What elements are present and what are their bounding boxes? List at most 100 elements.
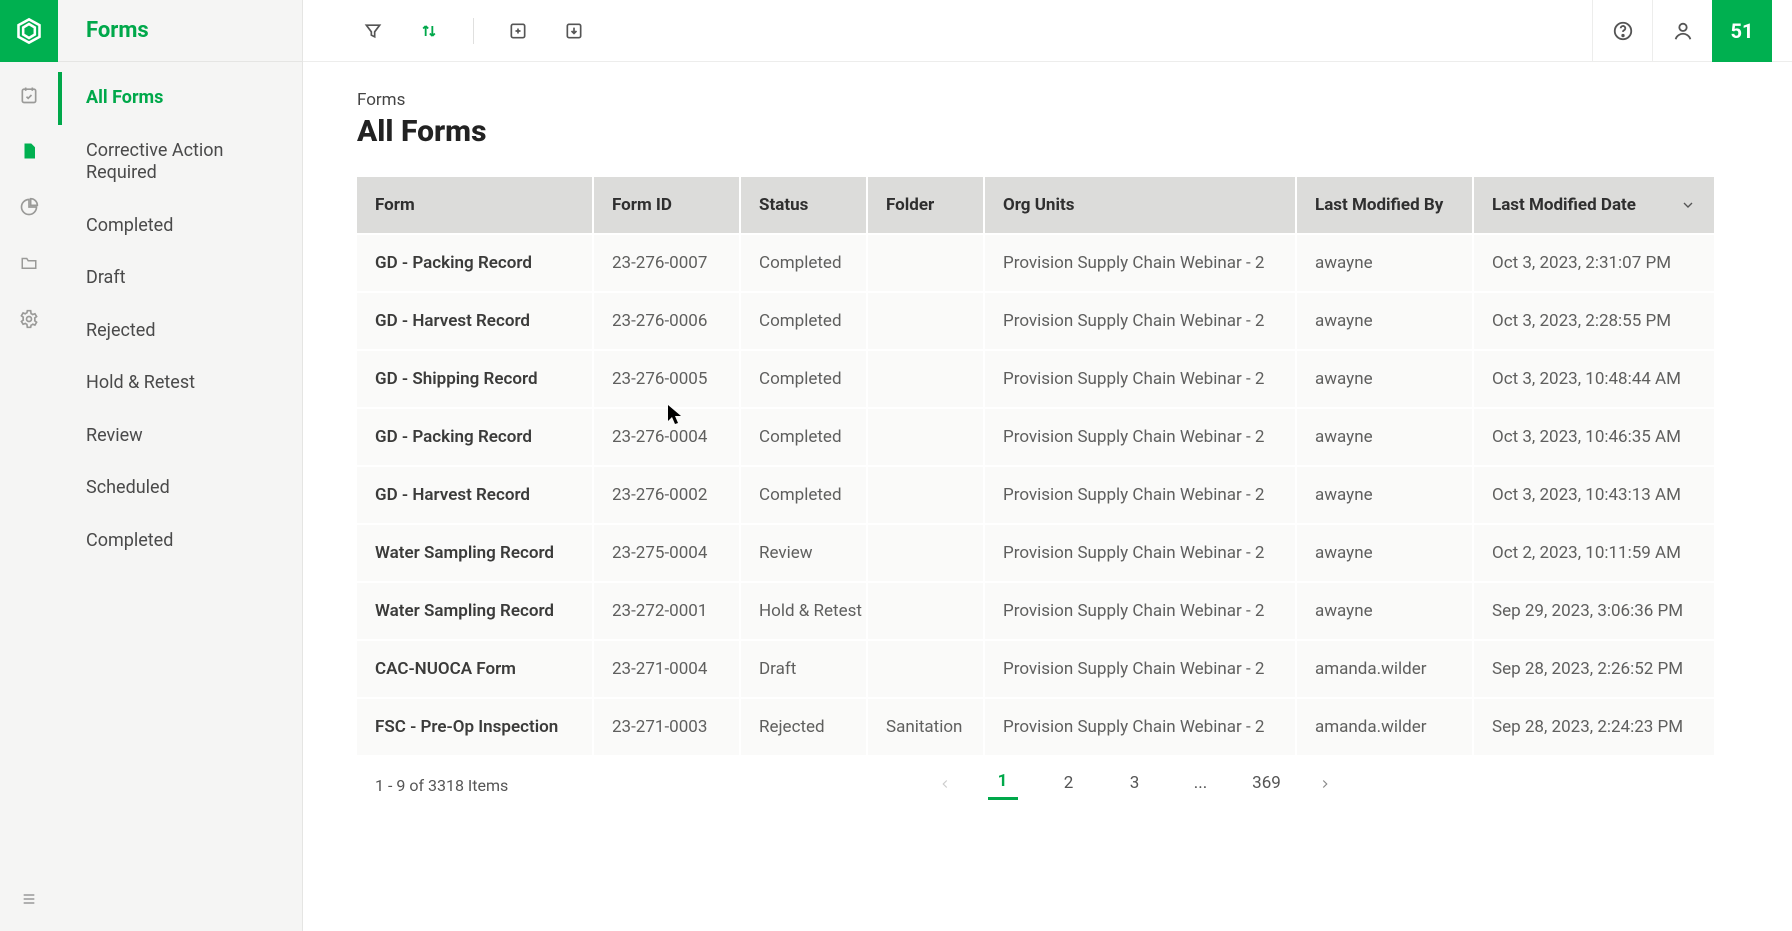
breadcrumb: Forms xyxy=(357,90,1732,110)
table-cell: Completed xyxy=(741,409,866,465)
table-cell xyxy=(868,467,983,523)
nav-settings-icon[interactable] xyxy=(18,308,40,330)
column-header[interactable]: Form xyxy=(357,177,592,233)
sidebar-title: Forms xyxy=(58,0,302,62)
filter-button[interactable] xyxy=(357,15,389,47)
table-cell xyxy=(868,293,983,349)
table-cell[interactable]: Water Sampling Record xyxy=(357,583,592,639)
table-cell: Draft xyxy=(741,641,866,697)
sort-button[interactable] xyxy=(413,15,445,47)
page-next[interactable] xyxy=(1318,776,1332,795)
column-header[interactable]: Folder xyxy=(868,177,983,233)
table-cell: Hold & Retest xyxy=(741,583,866,639)
table-cell: Provision Supply Chain Webinar - 2 xyxy=(985,293,1295,349)
table-cell: 23-276-0004 xyxy=(594,409,739,465)
sidebar-item[interactable]: Corrective Action Required xyxy=(58,125,302,200)
sidebar-item[interactable]: Hold & Retest xyxy=(58,357,302,410)
nav-folders-icon[interactable] xyxy=(18,252,40,274)
table-cell: 23-271-0003 xyxy=(594,699,739,755)
table-cell: 23-276-0006 xyxy=(594,293,739,349)
toolbar: 51 xyxy=(303,0,1792,62)
main: 51 Forms All Forms FormForm IDStatusFold… xyxy=(303,0,1792,931)
nav-reports-icon[interactable] xyxy=(18,196,40,218)
toolbar-divider xyxy=(473,18,474,44)
table-cell: 23-276-0005 xyxy=(594,351,739,407)
table-cell: Provision Supply Chain Webinar - 2 xyxy=(985,525,1295,581)
table-cell: awayne xyxy=(1297,467,1472,523)
table-cell[interactable]: GD - Harvest Record xyxy=(357,467,592,523)
notification-count[interactable]: 51 xyxy=(1712,0,1772,62)
table-cell: Provision Supply Chain Webinar - 2 xyxy=(985,351,1295,407)
page-number[interactable]: 2 xyxy=(1054,773,1084,799)
table-cell[interactable]: GD - Packing Record xyxy=(357,409,592,465)
table-cell: Sep 29, 2023, 3:06:36 PM xyxy=(1474,583,1714,639)
table-cell xyxy=(868,583,983,639)
table-cell: Sep 28, 2023, 2:26:52 PM xyxy=(1474,641,1714,697)
table-cell xyxy=(868,641,983,697)
sidebar-item[interactable]: Rejected xyxy=(58,305,302,358)
profile-button[interactable] xyxy=(1652,0,1712,62)
table-cell: Sanitation xyxy=(868,699,983,755)
table-cell: awayne xyxy=(1297,351,1472,407)
nav-menu-icon[interactable] xyxy=(0,891,58,907)
column-header[interactable]: Status xyxy=(741,177,866,233)
table-cell: 23-272-0001 xyxy=(594,583,739,639)
nav-forms-icon[interactable] xyxy=(18,140,40,162)
table-cell: Oct 3, 2023, 2:28:55 PM xyxy=(1474,293,1714,349)
table-cell[interactable]: CAC-NUOCA Form xyxy=(357,641,592,697)
sidebar: Forms All FormsCorrective Action Require… xyxy=(58,0,303,931)
brand-logo[interactable] xyxy=(0,0,58,62)
forms-table: FormForm IDStatusFolderOrg UnitsLast Mod… xyxy=(357,177,1714,755)
table-cell[interactable]: GD - Packing Record xyxy=(357,235,592,291)
chevron-down-icon xyxy=(1680,197,1696,213)
table-cell: Provision Supply Chain Webinar - 2 xyxy=(985,641,1295,697)
table-cell xyxy=(868,351,983,407)
pagination-info: 1 - 9 of 3318 Items xyxy=(357,758,537,813)
sidebar-item[interactable]: Completed xyxy=(58,515,302,568)
table-cell: Sep 28, 2023, 2:24:23 PM xyxy=(1474,699,1714,755)
page-prev xyxy=(938,776,952,795)
column-header[interactable]: Org Units xyxy=(985,177,1295,233)
table-cell: Completed xyxy=(741,235,866,291)
table-cell: Review xyxy=(741,525,866,581)
table-cell[interactable]: FSC - Pre-Op Inspection xyxy=(357,699,592,755)
table-cell[interactable]: GD - Harvest Record xyxy=(357,293,592,349)
table-cell: Oct 2, 2023, 10:11:59 AM xyxy=(1474,525,1714,581)
column-header[interactable]: Last Modified Date xyxy=(1474,177,1714,233)
sidebar-item[interactable]: All Forms xyxy=(58,72,302,125)
sidebar-item[interactable]: Completed xyxy=(58,200,302,253)
nav-tasks-icon[interactable] xyxy=(18,84,40,106)
table-cell: Provision Supply Chain Webinar - 2 xyxy=(985,235,1295,291)
table-cell: awayne xyxy=(1297,525,1472,581)
table-cell xyxy=(868,235,983,291)
column-header[interactable]: Last Modified By xyxy=(1297,177,1472,233)
table-cell: 23-275-0004 xyxy=(594,525,739,581)
page-ellipsis: ... xyxy=(1186,773,1216,799)
table-cell: Provision Supply Chain Webinar - 2 xyxy=(985,467,1295,523)
icon-rail xyxy=(0,0,58,931)
page-number[interactable]: 3 xyxy=(1120,773,1150,799)
table-cell: Oct 3, 2023, 10:48:44 AM xyxy=(1474,351,1714,407)
table-cell: Completed xyxy=(741,467,866,523)
table-cell[interactable]: Water Sampling Record xyxy=(357,525,592,581)
table-cell xyxy=(868,525,983,581)
sidebar-item[interactable]: Draft xyxy=(58,252,302,305)
sidebar-item[interactable]: Scheduled xyxy=(58,462,302,515)
help-button[interactable] xyxy=(1592,0,1652,62)
page-number[interactable]: 1 xyxy=(988,771,1018,800)
table-cell: awayne xyxy=(1297,409,1472,465)
table-cell: Completed xyxy=(741,351,866,407)
pagination: 1 2 3... 369 xyxy=(537,755,1732,816)
table-cell: awayne xyxy=(1297,235,1472,291)
table-cell[interactable]: GD - Shipping Record xyxy=(357,351,592,407)
sidebar-item[interactable]: Review xyxy=(58,410,302,463)
table-cell: awayne xyxy=(1297,293,1472,349)
column-header[interactable]: Form ID xyxy=(594,177,739,233)
table-cell: awayne xyxy=(1297,583,1472,639)
table-cell: Rejected xyxy=(741,699,866,755)
download-button[interactable] xyxy=(558,15,590,47)
add-button[interactable] xyxy=(502,15,534,47)
table-cell: 23-276-0007 xyxy=(594,235,739,291)
page-number[interactable]: 369 xyxy=(1252,773,1282,799)
table-cell: Oct 3, 2023, 10:46:35 AM xyxy=(1474,409,1714,465)
